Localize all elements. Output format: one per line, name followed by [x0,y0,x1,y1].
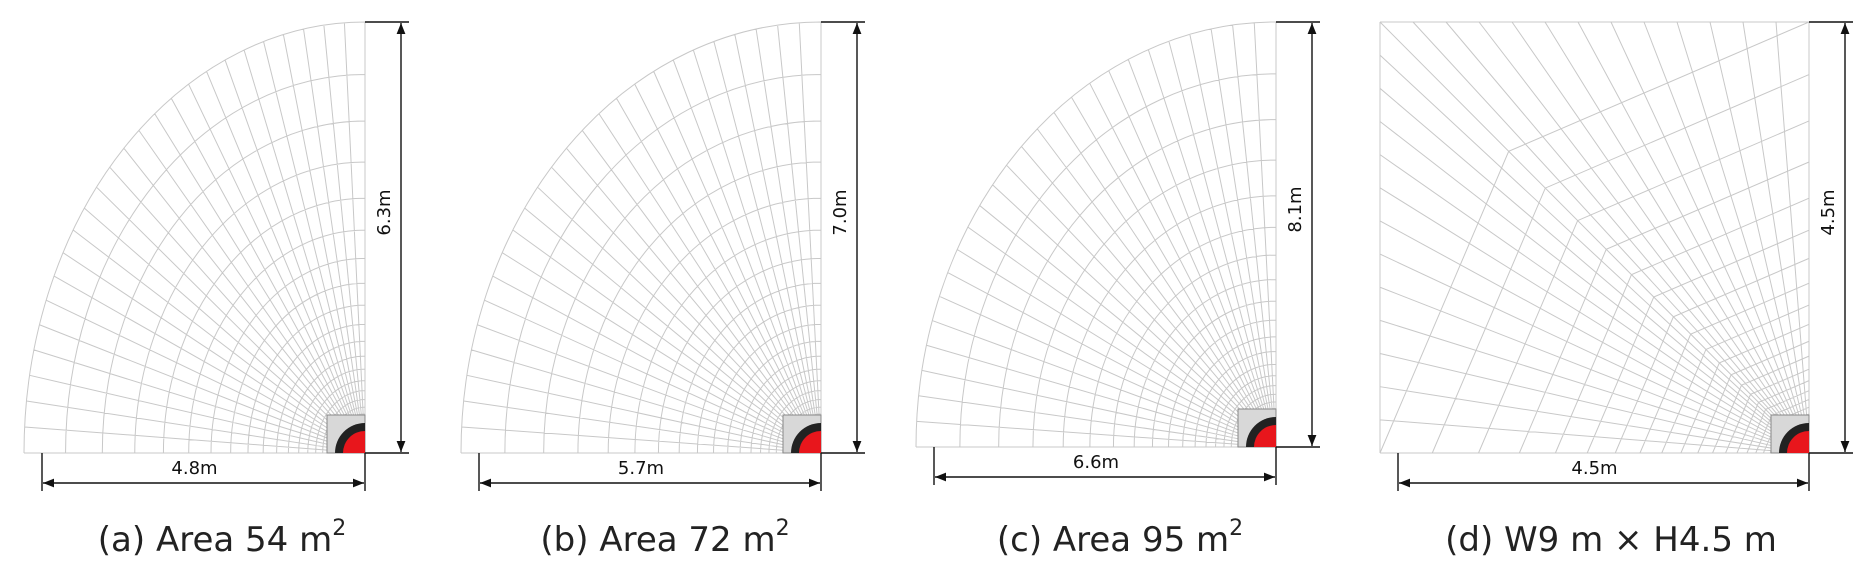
caption: (d) W9 m × H4.5 m [1445,520,1777,560]
caption: (b) Area 72 m2 [540,516,789,560]
mesh [1379,21,1810,454]
width-label: 4.5m [1571,458,1617,479]
width-label: 6.6m [1073,452,1119,473]
tunnel [343,431,365,453]
caption: (c) Area 95 m2 [997,516,1243,560]
caption-superscript: 2 [776,516,790,541]
caption: (a) Area 54 m2 [98,516,346,560]
height-label: 7.0m [830,189,851,235]
width-label: 4.8m [171,458,217,479]
mesh [915,21,1277,448]
tunnel [799,431,821,453]
caption-text: (b) Area 72 m [540,520,775,560]
mesh [23,21,366,454]
mesh [460,21,822,454]
width-label: 5.7m [618,458,664,479]
tunnel [1787,431,1809,453]
caption-text: (d) W9 m × H4.5 m [1445,520,1777,560]
height-label: 6.3m [374,189,395,235]
height-label: 4.5m [1818,189,1839,235]
caption-text: (c) Area 95 m [997,520,1229,560]
caption-text: (a) Area 54 m [98,520,332,560]
tunnel [1254,425,1276,447]
height-label: 8.1m [1285,186,1306,232]
caption-superscript: 2 [332,516,346,541]
caption-superscript: 2 [1229,516,1243,541]
